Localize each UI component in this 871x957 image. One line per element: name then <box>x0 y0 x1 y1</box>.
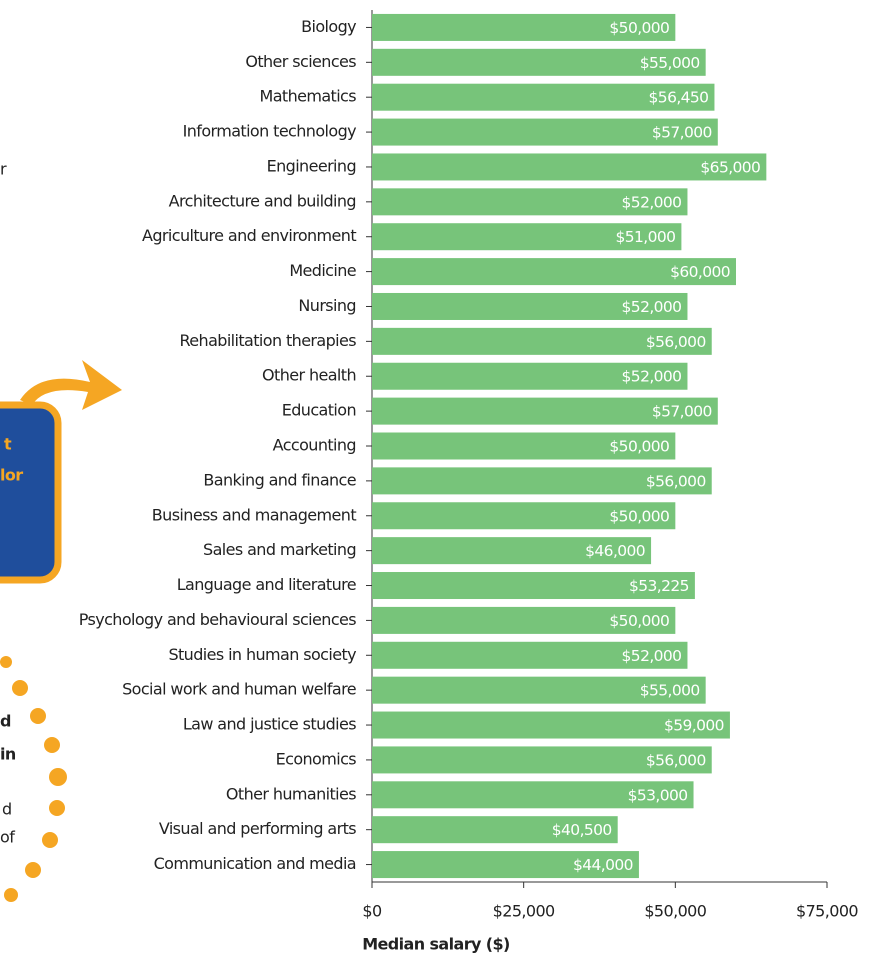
y-tick-label: Agriculture and environment <box>142 226 356 245</box>
y-tick-label: Nursing <box>298 296 356 315</box>
x-tick-label: $25,000 <box>493 902 555 921</box>
value-label: $52,000 <box>622 647 682 665</box>
y-tick-label: Law and justice studies <box>183 715 356 734</box>
value-label: $53,225 <box>629 577 689 595</box>
annotation: of <box>0 828 15 847</box>
value-label: $52,000 <box>622 298 682 316</box>
y-tick-label: Medicine <box>289 261 356 280</box>
value-label: $60,000 <box>670 263 730 281</box>
value-label: $57,000 <box>652 403 712 421</box>
y-tick-label: Information technology <box>183 122 356 141</box>
y-tick-label: Social work and human welfare <box>122 680 356 699</box>
y-tick-label: Studies in human society <box>168 645 356 664</box>
value-label: $50,000 <box>609 438 669 456</box>
y-tick-label: Communication and media <box>154 854 356 873</box>
value-label: $53,000 <box>628 786 688 804</box>
y-tick-label: Sales and marketing <box>203 540 356 559</box>
y-tick-label: Other sciences <box>245 52 356 71</box>
value-label: $44,000 <box>573 856 633 874</box>
annotation: r <box>0 160 7 179</box>
annotation: in <box>0 745 16 764</box>
y-tick-label: Education <box>282 401 356 420</box>
value-label: $50,000 <box>609 612 669 630</box>
value-label: $59,000 <box>664 717 724 735</box>
annotation: d <box>0 712 11 731</box>
y-tick-label: Rehabilitation therapies <box>179 331 356 350</box>
value-label: $56,000 <box>646 472 706 490</box>
value-label: $56,000 <box>646 751 706 769</box>
value-label: $55,000 <box>640 682 700 700</box>
y-tick-label: Accounting <box>273 436 356 455</box>
y-tick-label: Architecture and building <box>169 191 356 210</box>
value-label: $65,000 <box>700 158 760 176</box>
value-label: $40,500 <box>552 821 612 839</box>
annotation: lor <box>0 466 23 485</box>
annotation: d <box>2 800 12 819</box>
value-label: $52,000 <box>622 368 682 386</box>
y-tick-label: Economics <box>276 749 357 768</box>
chart: Median salary ($) $0 $25,000 $50,000 $75,00… <box>0 0 871 957</box>
x-tick-label: $0 <box>362 902 382 921</box>
y-tick-label: Mathematics <box>259 87 356 106</box>
dots-decoration <box>0 656 67 902</box>
value-label: $51,000 <box>615 228 675 246</box>
y-tick-label: Biology <box>301 17 356 36</box>
y-tick-label: Visual and performing arts <box>159 819 356 838</box>
x-tick-label: $50,000 <box>644 902 706 921</box>
y-tick-label: Business and management <box>152 505 357 524</box>
y-tick-label: Other humanities <box>226 784 356 803</box>
value-label: $50,000 <box>609 507 669 525</box>
value-label: $52,000 <box>622 193 682 211</box>
x-tick-label: $75,000 <box>796 902 858 921</box>
annotation: t <box>4 435 12 454</box>
y-tick-label: Language and literature <box>177 575 356 594</box>
value-label: $56,000 <box>646 333 706 351</box>
value-label: $46,000 <box>585 542 645 560</box>
value-label: $56,450 <box>649 89 709 107</box>
y-tick-label: Banking and finance <box>203 470 356 489</box>
value-label: $55,000 <box>640 54 700 72</box>
x-axis-title: Median salary ($) <box>362 935 510 954</box>
y-tick-label: Other health <box>262 366 356 385</box>
box-decoration <box>0 405 58 580</box>
value-label: $57,000 <box>652 124 712 142</box>
value-label: $50,000 <box>609 19 669 37</box>
y-tick-label: Psychology and behavioural sciences <box>79 610 357 629</box>
y-tick-label: Engineering <box>267 156 356 175</box>
